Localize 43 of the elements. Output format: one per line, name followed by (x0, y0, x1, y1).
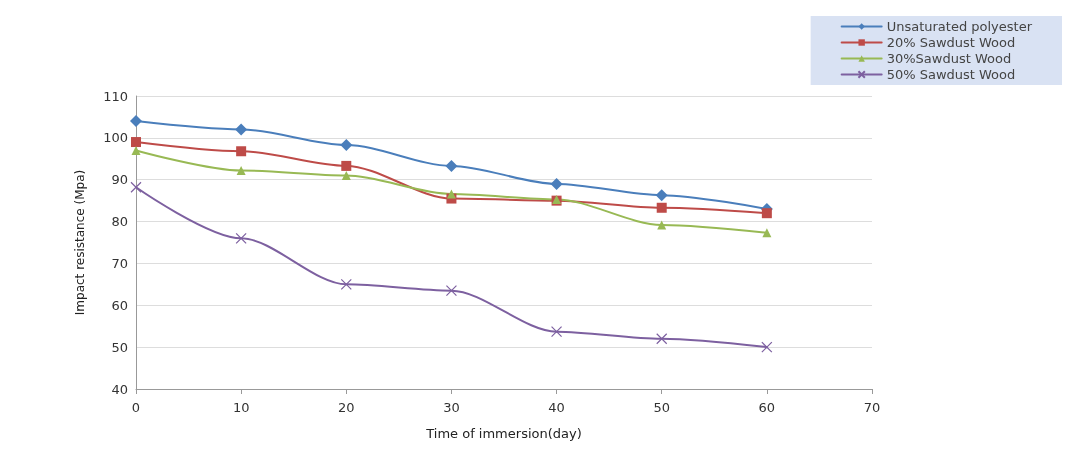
y-tick-label: 100 (103, 130, 128, 146)
point (341, 160, 352, 171)
point (656, 202, 667, 213)
y-axis-title: Impact resistance (Mpa) (73, 169, 87, 316)
point (340, 278, 352, 290)
point (236, 166, 246, 176)
point (550, 177, 563, 190)
y-tick-label: 80 (111, 214, 128, 230)
point (236, 146, 247, 157)
x-tick-label: 40 (548, 400, 565, 415)
legend-label: Unsaturated polyester (886, 19, 1033, 34)
y-tick-label: 40 (111, 381, 128, 397)
point (235, 123, 248, 136)
y-tick-label: 110 (103, 88, 128, 104)
point (130, 115, 142, 128)
point (656, 333, 668, 345)
point (445, 285, 458, 297)
point (341, 171, 351, 181)
x-tick-label: 20 (338, 400, 355, 415)
x-tick-label: 10 (232, 400, 250, 415)
point (340, 138, 353, 151)
x-tick-label: 30 (443, 400, 460, 415)
point (130, 181, 142, 193)
x-tick-label: 60 (758, 400, 776, 415)
point (761, 341, 773, 353)
point (235, 232, 247, 244)
x-axis-title: Time of immersion(day) (425, 426, 582, 441)
point (131, 145, 141, 155)
point (761, 208, 772, 219)
y-tick-label: 90 (111, 172, 128, 188)
point (131, 137, 141, 148)
point (445, 159, 458, 172)
x-tick-label: 0 (131, 400, 141, 415)
legend-label: 30%Sawdust Wood (886, 51, 1012, 66)
y-tick-label: 70 (111, 255, 128, 271)
y-tick-label: 60 (111, 297, 128, 313)
point (655, 189, 668, 202)
x-tick-label: 50 (653, 400, 670, 415)
legend-label: 50% Sawdust Wood (886, 67, 1016, 82)
x-tick-label: 70 (863, 400, 881, 415)
point (550, 326, 563, 338)
y-tick-label: 50 (111, 339, 128, 355)
legend-label: 20% Sawdust Wood (886, 35, 1016, 50)
